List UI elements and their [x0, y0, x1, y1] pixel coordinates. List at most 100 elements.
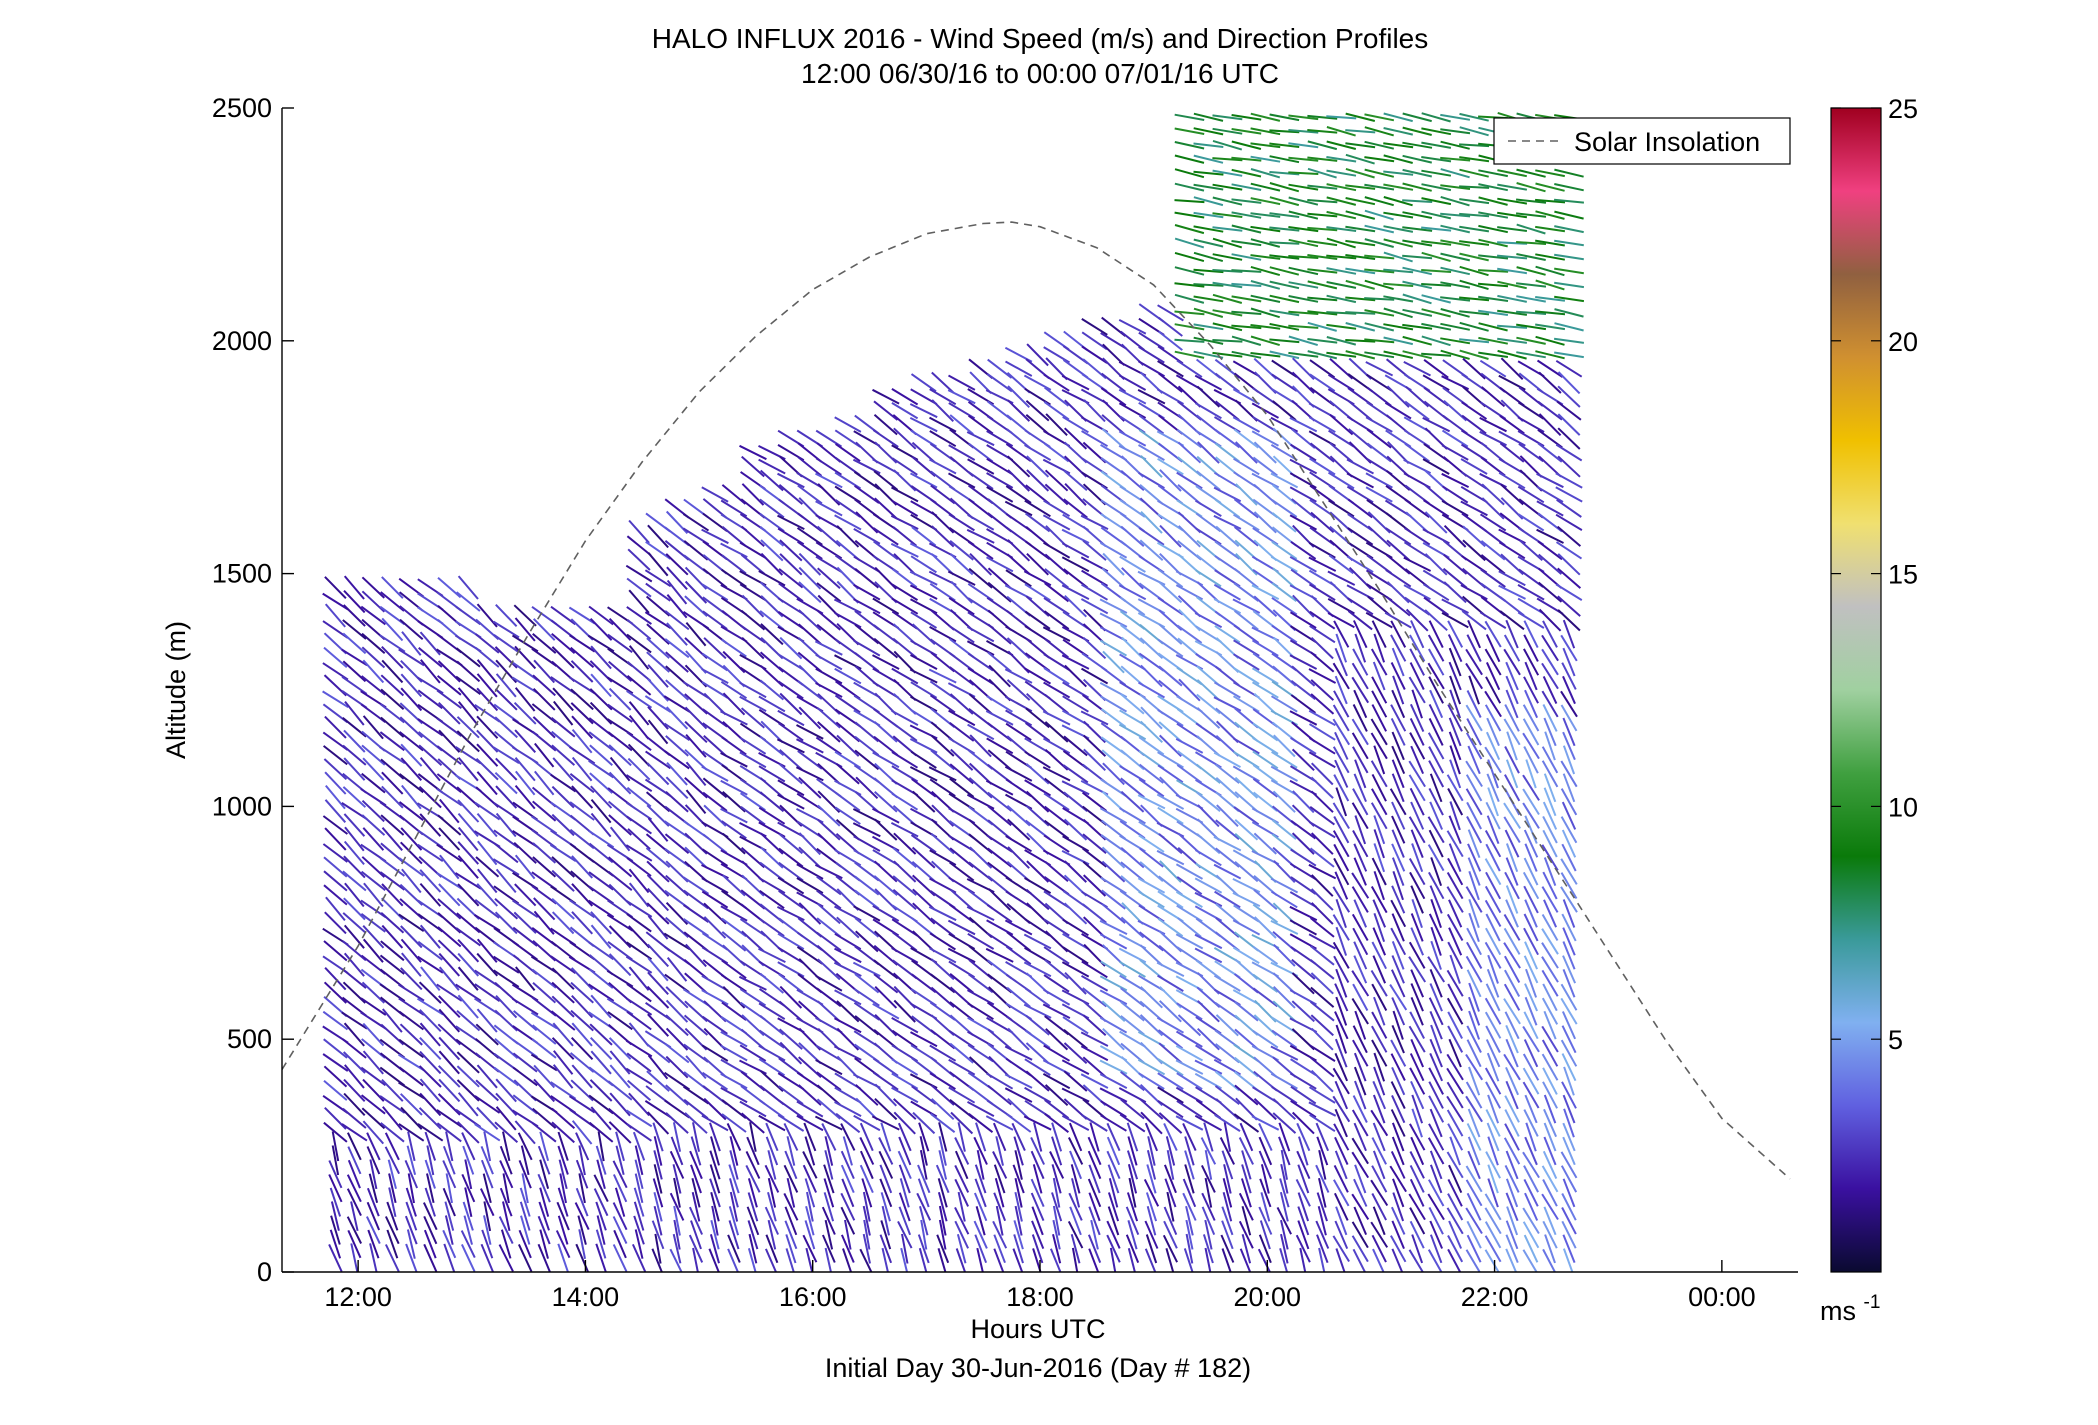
wind-barb — [1383, 127, 1414, 136]
wind-barb — [758, 1058, 786, 1077]
wind-barb — [1212, 114, 1243, 121]
wind-barb — [1156, 1016, 1184, 1034]
wind-barb — [1024, 1029, 1051, 1049]
wind-barb — [1364, 209, 1394, 221]
wind-barb — [779, 749, 803, 771]
wind-barb — [1354, 1164, 1367, 1194]
wind-barb — [1296, 1122, 1311, 1152]
wind-barb — [898, 1192, 911, 1222]
colorbar-unit-base: ms — [1820, 1296, 1856, 1326]
wind-barb — [474, 983, 501, 1003]
wind-barb — [379, 703, 405, 724]
wind-barb — [647, 957, 669, 982]
wind-barb — [512, 661, 539, 681]
wind-barb — [899, 1178, 910, 1208]
wind-barb — [1467, 620, 1482, 649]
wind-barb — [1233, 582, 1259, 602]
wind-barb — [701, 583, 729, 601]
wind-barb — [1289, 654, 1318, 670]
wind-barb — [1157, 751, 1184, 769]
wind-barb — [1424, 511, 1448, 534]
wind-barb — [1410, 1136, 1425, 1166]
wind-barb — [1345, 339, 1376, 343]
wind-barb — [1504, 704, 1520, 732]
wind-barb — [665, 916, 689, 939]
wind-barb — [1523, 1039, 1539, 1068]
wind-barb — [1327, 570, 1356, 586]
wind-barb — [457, 939, 480, 963]
wind-barb — [1408, 956, 1427, 983]
wind-barb — [1484, 1221, 1502, 1249]
wind-barb — [1441, 472, 1470, 488]
y-tick-label: 1500 — [212, 559, 272, 589]
wind-barb — [1543, 857, 1557, 886]
wind-barb — [329, 1187, 342, 1217]
wind-barb — [1353, 1052, 1367, 1082]
wind-barb — [1390, 969, 1406, 998]
wind-barb — [1535, 335, 1565, 346]
wind-barb — [1239, 1122, 1254, 1152]
wind-barb — [1024, 987, 1051, 1007]
wind-barb — [1440, 266, 1471, 276]
wind-barb — [1326, 183, 1357, 192]
wind-barb — [854, 791, 879, 813]
wind-barb — [1012, 1164, 1025, 1194]
wind-barb — [1561, 801, 1577, 830]
wind-barb — [1370, 648, 1388, 676]
wind-barb — [1043, 946, 1070, 965]
wind-barb — [1253, 916, 1277, 939]
wind-barb — [590, 994, 612, 1019]
wind-barb — [590, 798, 612, 824]
wind-barb — [1233, 667, 1260, 685]
wind-barb — [1370, 802, 1388, 830]
wind-barb — [342, 786, 367, 808]
wind-barb — [342, 660, 367, 683]
wind-barb — [1089, 1122, 1100, 1152]
wind-barb — [1326, 323, 1357, 330]
wind-barb — [1499, 610, 1525, 631]
wind-barb — [342, 717, 367, 738]
wind-barb — [1253, 511, 1277, 534]
wind-barb — [1505, 661, 1519, 691]
wind-barb — [398, 1066, 424, 1087]
wind-barb — [665, 1027, 689, 1051]
wind-barb — [398, 983, 425, 1002]
wind-barb — [874, 1097, 898, 1121]
wind-barb — [816, 1071, 842, 1091]
wind-barb — [1518, 442, 1544, 463]
wind-barb — [1328, 554, 1354, 575]
wind-barb — [1252, 973, 1279, 993]
wind-barb — [1157, 917, 1184, 938]
wind-barb — [1127, 1220, 1138, 1250]
wind-barb — [1427, 662, 1445, 690]
wind-barb — [1156, 961, 1185, 977]
wind-barb — [954, 1206, 970, 1235]
wind-barb — [625, 899, 653, 918]
wind-barb — [1522, 1207, 1540, 1235]
wind-barb — [361, 856, 386, 878]
wind-barb — [1478, 309, 1509, 316]
wind-barb — [589, 1079, 613, 1102]
wind-barb — [777, 1114, 805, 1132]
wind-barb — [759, 972, 785, 994]
wind-barb — [1536, 500, 1564, 517]
wind-barb — [986, 695, 1013, 713]
wind-barb — [1505, 1066, 1520, 1096]
wind-barb — [1440, 128, 1471, 135]
wind-barb — [976, 1247, 984, 1272]
wind-barb — [1503, 1053, 1521, 1081]
wind-barb — [1505, 1220, 1519, 1250]
wind-barb — [987, 358, 1013, 379]
wind-barb — [702, 791, 728, 812]
wind-barb — [1347, 597, 1374, 616]
wind-barb — [1070, 1164, 1081, 1194]
wind-barb — [1462, 525, 1486, 548]
wind-barb — [362, 757, 385, 781]
wind-barb — [1466, 1192, 1482, 1221]
wind-barb — [1157, 1058, 1184, 1077]
wind-barb — [874, 985, 898, 1009]
wind-barb — [817, 1000, 841, 1023]
wind-barb — [892, 722, 918, 742]
wind-barb — [551, 1037, 575, 1060]
wind-barb — [499, 1145, 513, 1175]
